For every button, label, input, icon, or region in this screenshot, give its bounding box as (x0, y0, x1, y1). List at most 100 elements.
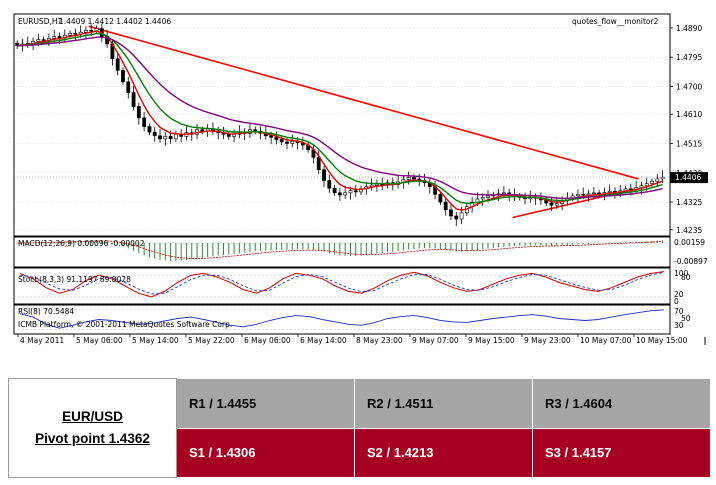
candle-body (459, 212, 464, 220)
pivot-symbol: EUR/USD (62, 409, 123, 424)
stoch-tick-100: 100 (674, 269, 689, 278)
current-price-marker (670, 172, 708, 184)
candle-body (449, 209, 453, 217)
candle-body (322, 169, 326, 181)
candle-body (142, 117, 147, 127)
candle-body (15, 42, 20, 47)
candle-body (68, 33, 72, 36)
price-panel (13, 13, 671, 237)
candle-body (412, 177, 416, 180)
resistance-1: R1 / 1.4455 (176, 378, 355, 429)
candle-body (173, 133, 178, 140)
indicator-name: quotes_flow__monitor2 (572, 17, 659, 26)
time-tick-label: 9 May 15:00 (468, 336, 515, 345)
candle-body (126, 81, 131, 93)
rsi-series-line (19, 309, 665, 329)
time-tick-label: 9 May 23:00 (524, 336, 571, 345)
candle-body (158, 135, 162, 140)
chart-symbol: EURUSD,H1 (18, 17, 62, 26)
candle-body (84, 30, 88, 33)
candle-body (486, 195, 490, 198)
candle-body (168, 136, 173, 140)
candle-body (353, 190, 358, 193)
ema-fast-line (17, 30, 663, 211)
macd-tick-lower: -0.00897 (674, 257, 708, 266)
candle-body (650, 181, 654, 184)
candle-body (576, 194, 580, 197)
candle-body (343, 192, 348, 196)
candle-body (443, 201, 448, 211)
candle-body (36, 39, 41, 42)
stochastic-label: Stoch(8,3,3) 91.1197 89.8028 (18, 275, 131, 284)
candle-body (115, 58, 120, 71)
macd-tick-upper: 0.00159 (674, 238, 705, 247)
time-tick-label: 4 May 2011 (20, 336, 64, 345)
stochastic-panel (13, 267, 671, 305)
support-trendline (512, 187, 639, 219)
candle-body (285, 141, 289, 144)
macd-panel (13, 236, 671, 268)
support-1: S1 / 1.4306 (176, 427, 355, 478)
macd-label: MACD(12,26,9) 0.00096 -0.00002 (18, 239, 145, 248)
price-tick-label: 1.4325 (676, 198, 702, 207)
candle-body (316, 157, 321, 171)
platform-watermark: ICMB Platform, © 2001-2011 MetaQuotes So… (18, 320, 232, 329)
candle-body (660, 176, 665, 180)
time-tick-label: 6 May 14:00 (300, 336, 347, 345)
candle-body (581, 194, 586, 196)
candle-body (480, 197, 485, 200)
stoch-tick-20: 20 (674, 290, 684, 299)
time-tick-label: 10 May 07:00 (580, 336, 632, 345)
candle-body (89, 30, 94, 32)
candle-body (163, 136, 168, 140)
pivot-point: Pivot point 1.4362 (35, 431, 150, 446)
stoch-k-line (19, 271, 665, 298)
candle-body (253, 129, 258, 132)
candle-body (348, 190, 353, 194)
time-tick-label: 5 May 06:00 (76, 336, 123, 345)
candle-body (290, 141, 295, 144)
rsi-line (14, 309, 670, 330)
candle-body (549, 202, 554, 206)
resistance-3: R3 / 1.4604 (532, 378, 711, 429)
candle-body (438, 194, 443, 203)
trendlines (88, 25, 639, 219)
macd-histogram (14, 240, 670, 261)
candle-body (644, 183, 649, 187)
candle-body (655, 178, 660, 182)
candle-body (406, 177, 411, 180)
pivot-table: EUR/USD Pivot point 1.4362 R1 / 1.4455 R… (8, 378, 711, 478)
support-2: S2 / 1.4213 (354, 427, 533, 478)
candle-body (501, 192, 506, 195)
candle-body (52, 36, 57, 39)
resistance-trendline (88, 25, 639, 180)
candle-body (152, 131, 157, 137)
candle-body (131, 92, 136, 107)
resistance-2: R2 / 1.4511 (354, 378, 533, 429)
candle-body (327, 180, 332, 189)
stoch-tick-0: 0 (674, 297, 679, 306)
price-tick-label: 1.4700 (676, 82, 702, 91)
candle-body (554, 203, 559, 206)
macd-signal-line (17, 240, 663, 260)
candle-body (337, 192, 342, 196)
ema-mid-line (17, 32, 663, 205)
chart-ohlc: 1.4409 1.4412 1.4402 1.4406 (59, 17, 171, 26)
candle-body (274, 137, 279, 140)
candle-body (591, 192, 596, 195)
rsi-tick-30: 30 (674, 321, 684, 330)
rsi-tick-50: 50 (681, 314, 691, 323)
candle-body (332, 187, 337, 194)
price-tick-label: 1.4795 (676, 53, 702, 62)
support-3: S3 / 1.4157 (532, 427, 711, 478)
moving-averages (17, 30, 663, 211)
ema-slow-line (17, 36, 663, 200)
price-tick-label: 1.4235 (676, 226, 702, 235)
price-tick-label: 1.4515 (676, 140, 702, 149)
time-tick-label: 5 May 14:00 (132, 336, 179, 345)
time-tick-label: 6 May 06:00 (244, 336, 291, 345)
rsi-tick-70: 70 (674, 307, 684, 316)
candle-body (226, 133, 231, 137)
price-tick-label: 1.4610 (676, 110, 702, 119)
candle-body (200, 129, 205, 132)
